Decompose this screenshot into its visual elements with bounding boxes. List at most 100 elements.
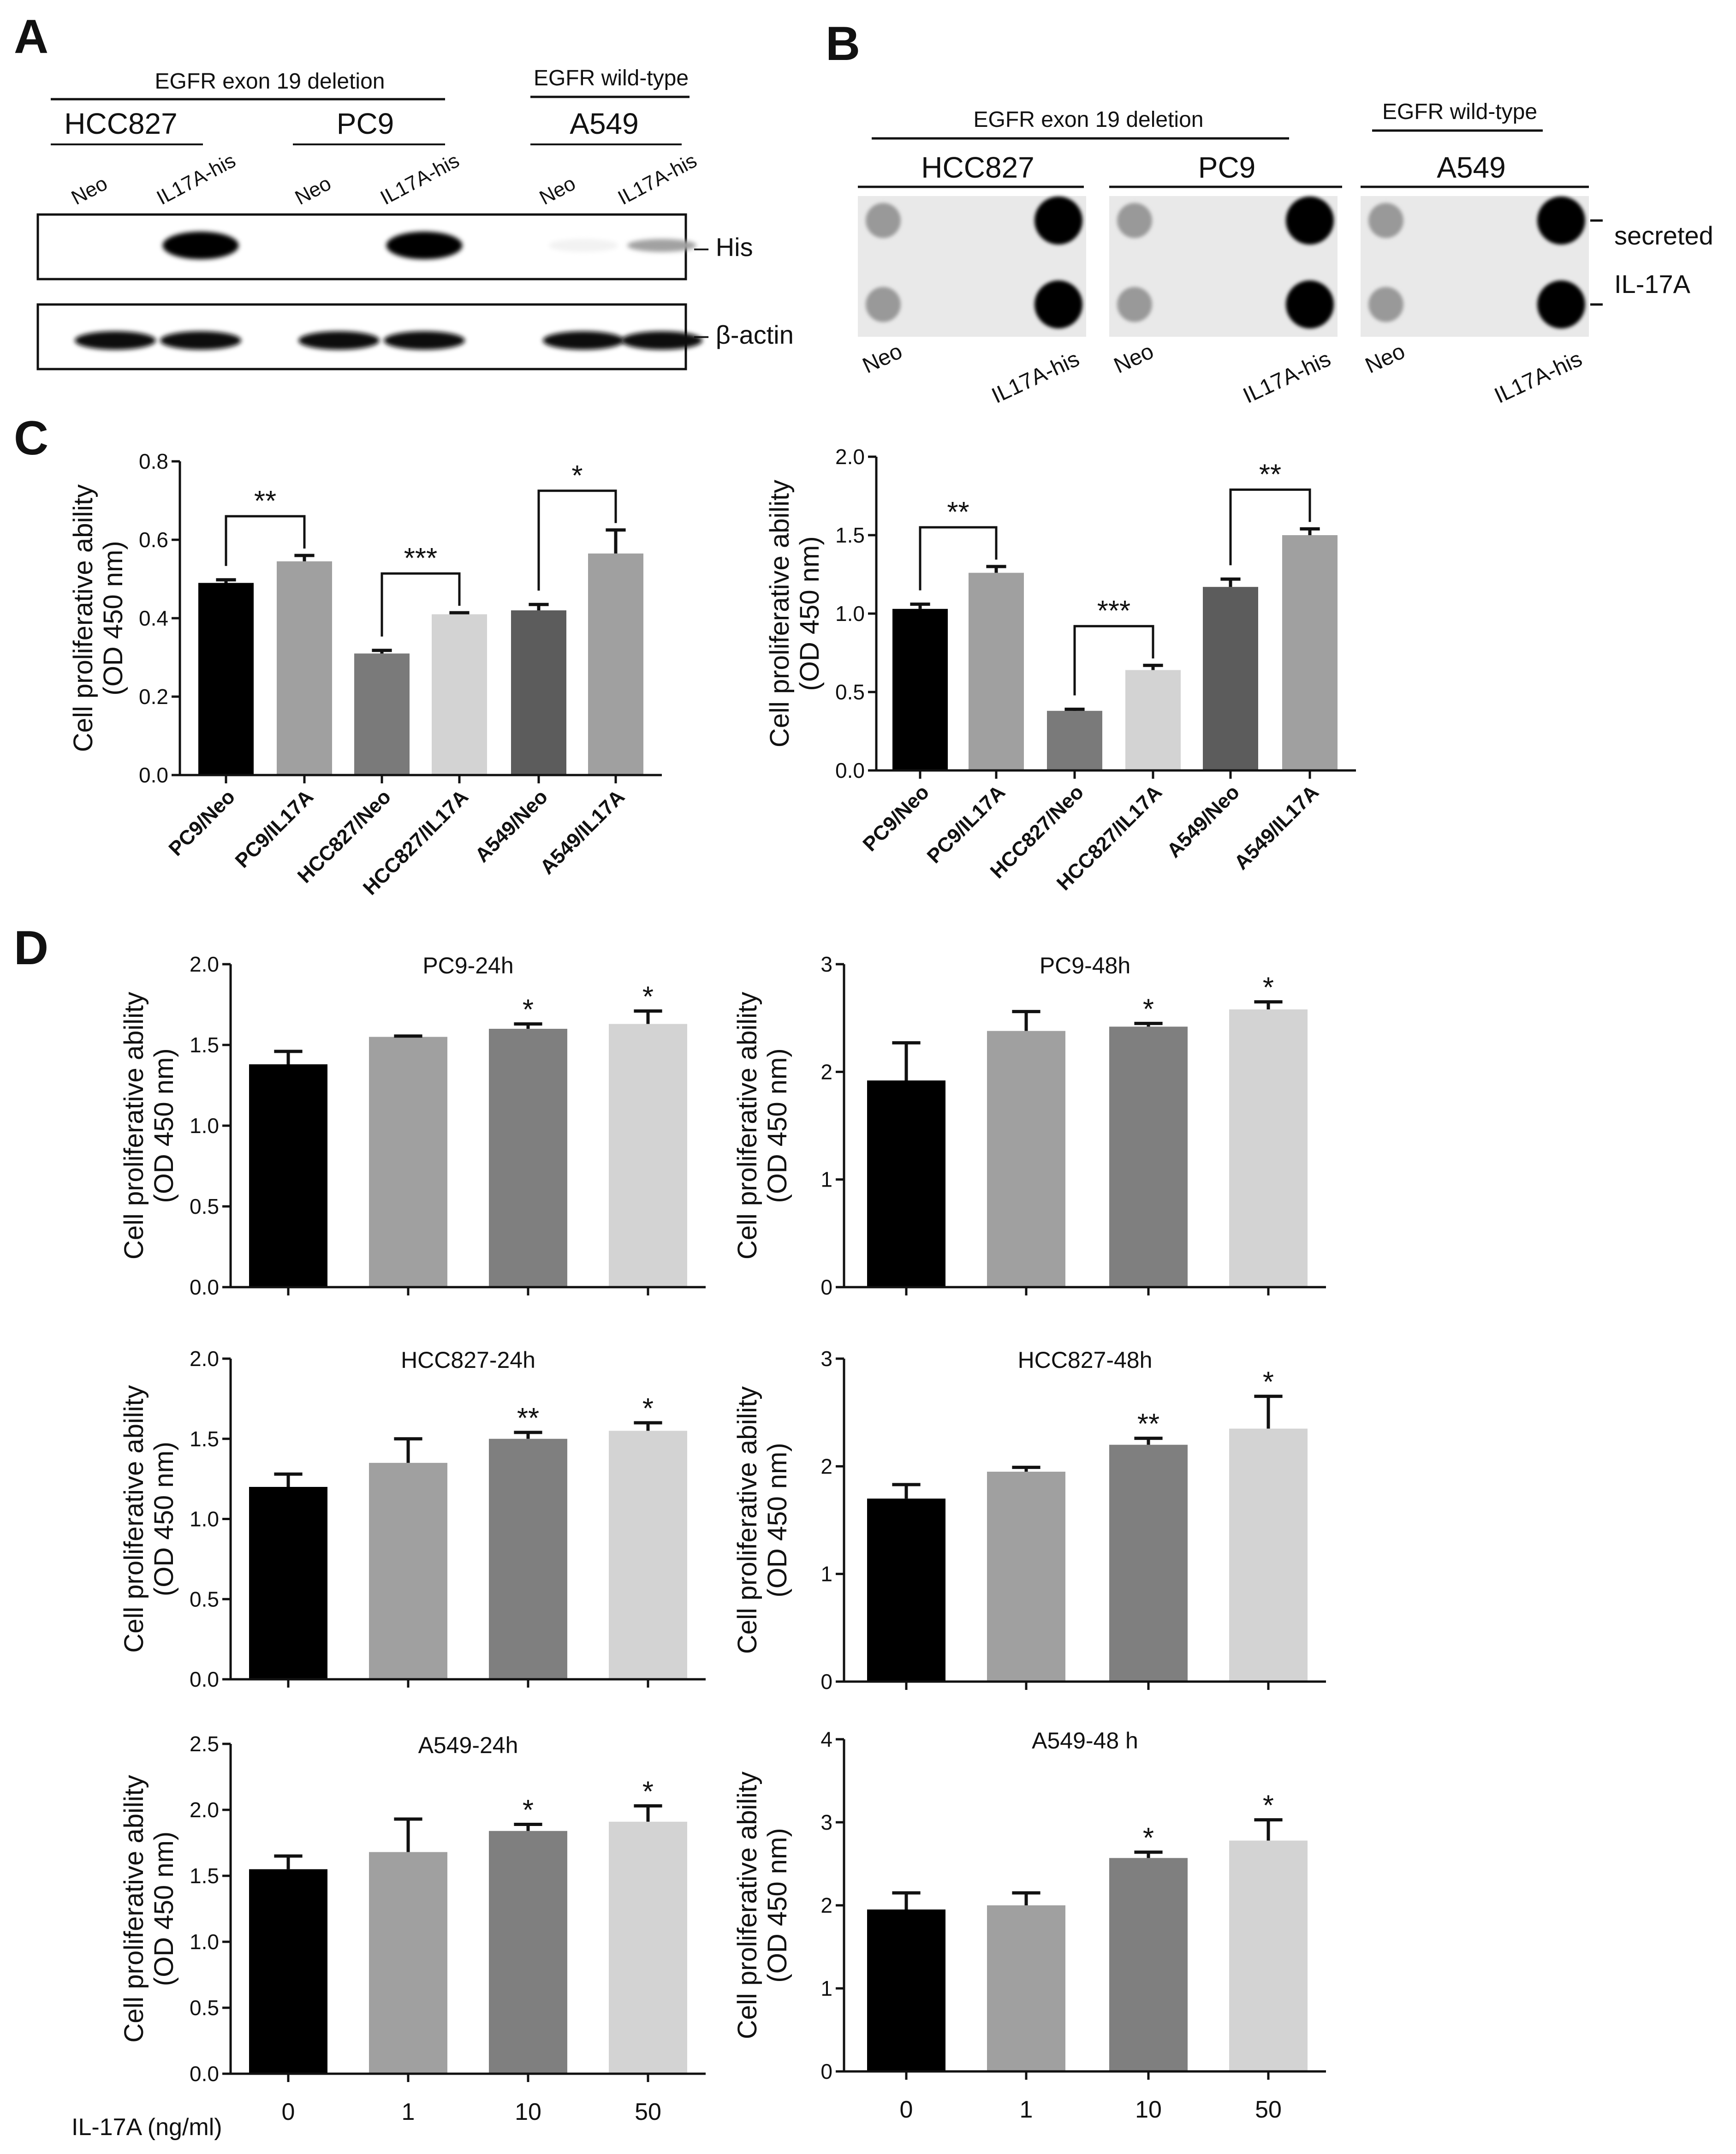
y-tick-label: 1	[820, 1562, 832, 1586]
bar	[1109, 1444, 1188, 1682]
cell-line-pc9: PC9	[337, 107, 394, 140]
significance-bracket	[537, 489, 617, 591]
y-tick-label: 0.5	[190, 1996, 219, 2020]
bar	[1109, 1858, 1188, 2071]
bar	[609, 1431, 687, 1679]
bar	[277, 561, 332, 775]
significance-label: **	[947, 496, 969, 528]
y-tick-label: 0.0	[139, 763, 168, 787]
bar	[609, 1024, 687, 1287]
x-tick-label: 10	[1135, 2096, 1162, 2123]
y-axis-title: Cell proliferative ability	[732, 992, 762, 1259]
marker-beta-actin: – β-actin	[694, 320, 794, 349]
panel-label-b: B	[826, 17, 860, 71]
y-axis-title: Cell proliferative ability	[732, 1386, 762, 1654]
significance-label: *	[642, 1393, 654, 1425]
y-tick-label: 0.5	[835, 680, 865, 704]
y-tick-label: 1.0	[190, 1114, 219, 1138]
significance-label: *	[523, 1794, 534, 1826]
bar-chart-c2: 0.00.51.01.52.0PC9/NeoPC9/IL17AHCC827/Ne…	[765, 445, 1356, 895]
chart-title: A549-48 h	[1032, 1728, 1138, 1754]
lane-label: Neo	[291, 172, 335, 209]
dot	[1537, 197, 1585, 245]
significance-label: **	[1259, 459, 1281, 490]
bar-chart-d6: * * 0 1 2 3 4 0 1 10 50 Cell proliferative ability(…	[732, 1727, 1326, 2123]
y-tick-label: 0.0	[190, 1275, 219, 1299]
bar	[867, 1080, 945, 1287]
y-tick-label: 2	[820, 1893, 832, 1917]
x-tick-label: 0	[282, 2099, 295, 2125]
significance-bracket	[225, 515, 306, 566]
y-tick-label: 2.0	[190, 1347, 219, 1371]
y-tick-label: 2	[820, 1060, 832, 1084]
x-tick-label: 10	[515, 2099, 541, 2125]
chart-title: A549-24h	[418, 1732, 518, 1758]
actin-band	[543, 331, 624, 350]
panel-label-c: C	[14, 412, 48, 465]
dot	[1368, 203, 1403, 238]
bar	[892, 609, 948, 770]
actin-band	[298, 331, 380, 350]
y-tick-label: 0.8	[139, 449, 168, 473]
bar	[432, 614, 487, 775]
bar	[354, 653, 410, 775]
y-tick-label: 1	[820, 1976, 832, 2000]
y-tick-label: 1.5	[190, 1427, 219, 1451]
y-tick-label: 1.0	[835, 602, 865, 626]
significance-label: ***	[404, 543, 437, 574]
bar-chart-d1: * * 0.0 0.5 1.0 1.5 2.0 Cell proliferative abil…	[119, 952, 706, 1299]
y-tick-label: 1	[820, 1168, 832, 1192]
dot	[1117, 287, 1152, 322]
dot	[1537, 280, 1585, 328]
y-axis-title: Cell proliferative ability	[119, 1385, 149, 1653]
y-tick-label: 1.5	[190, 1033, 219, 1057]
x-tick-label: 1	[1020, 2096, 1033, 2123]
x-tick-label: PC9/Neo	[164, 785, 239, 860]
his-band	[549, 239, 618, 252]
lane-label: Neo	[1110, 339, 1157, 378]
y-axis-title: (OD 450 nm)	[762, 1443, 792, 1597]
panel-label-a: A	[14, 10, 48, 64]
y-tick-label: 1.0	[190, 1930, 219, 1954]
x-tick-label: 0	[900, 2096, 913, 2123]
bar	[249, 1064, 327, 1287]
lane-label: Neo	[536, 172, 579, 209]
header-egfr-exon19-b: EGFR exon 19 deletion	[974, 107, 1204, 132]
his-band	[162, 232, 239, 259]
label-il17a: IL-17A	[1614, 269, 1691, 298]
header-egfr-wt-a: EGFR wild-type	[534, 66, 689, 90]
cell-line-pc9: PC9	[1198, 151, 1256, 184]
lane-label: IL17A-his	[153, 149, 239, 209]
bar-chart-d5: * * 0.0 0.5 1.0 1.5 2.0 2.5 0 1 10 50 Cell prolifera…	[119, 1732, 706, 2125]
dot	[866, 203, 901, 238]
significance-label: *	[1263, 1366, 1274, 1398]
y-tick-label: 4	[820, 1727, 832, 1751]
significance-label: *	[1143, 1822, 1154, 1854]
significance-label: **	[254, 485, 276, 517]
bar	[249, 1869, 327, 2074]
y-tick-label: 0.0	[190, 2062, 219, 2086]
x-tick-label: 50	[635, 2099, 661, 2125]
y-axis-title: (OD 450 nm)	[98, 541, 128, 695]
bar	[987, 1031, 1065, 1287]
lane-label: Neo	[68, 172, 111, 209]
significance-label: *	[1263, 972, 1274, 1004]
lane-label: IL17A-his	[988, 346, 1083, 408]
y-axis-title: (OD 450 nm)	[149, 1048, 179, 1203]
y-axis-title: (OD 450 nm)	[795, 536, 825, 691]
y-axis-title: Cell proliferative ability	[119, 1775, 149, 2042]
actin-band	[75, 331, 156, 350]
chart-title: HCC827-48h	[1018, 1347, 1153, 1373]
significance-label: *	[1143, 993, 1154, 1025]
x-tick-label: 1	[402, 2099, 415, 2125]
header-egfr-wt-b: EGFR wild-type	[1382, 100, 1537, 124]
header-egfr-exon19-a: EGFR exon 19 deletion	[155, 69, 385, 94]
y-tick-label: 0	[820, 2059, 832, 2083]
bar	[1229, 1009, 1308, 1287]
y-axis-title: (OD 450 nm)	[762, 1048, 792, 1203]
x-tick-label: A549/Neo	[471, 785, 552, 866]
y-tick-label: 0.5	[190, 1194, 219, 1218]
y-tick-label: 0.4	[139, 606, 168, 630]
his-band	[386, 232, 463, 259]
